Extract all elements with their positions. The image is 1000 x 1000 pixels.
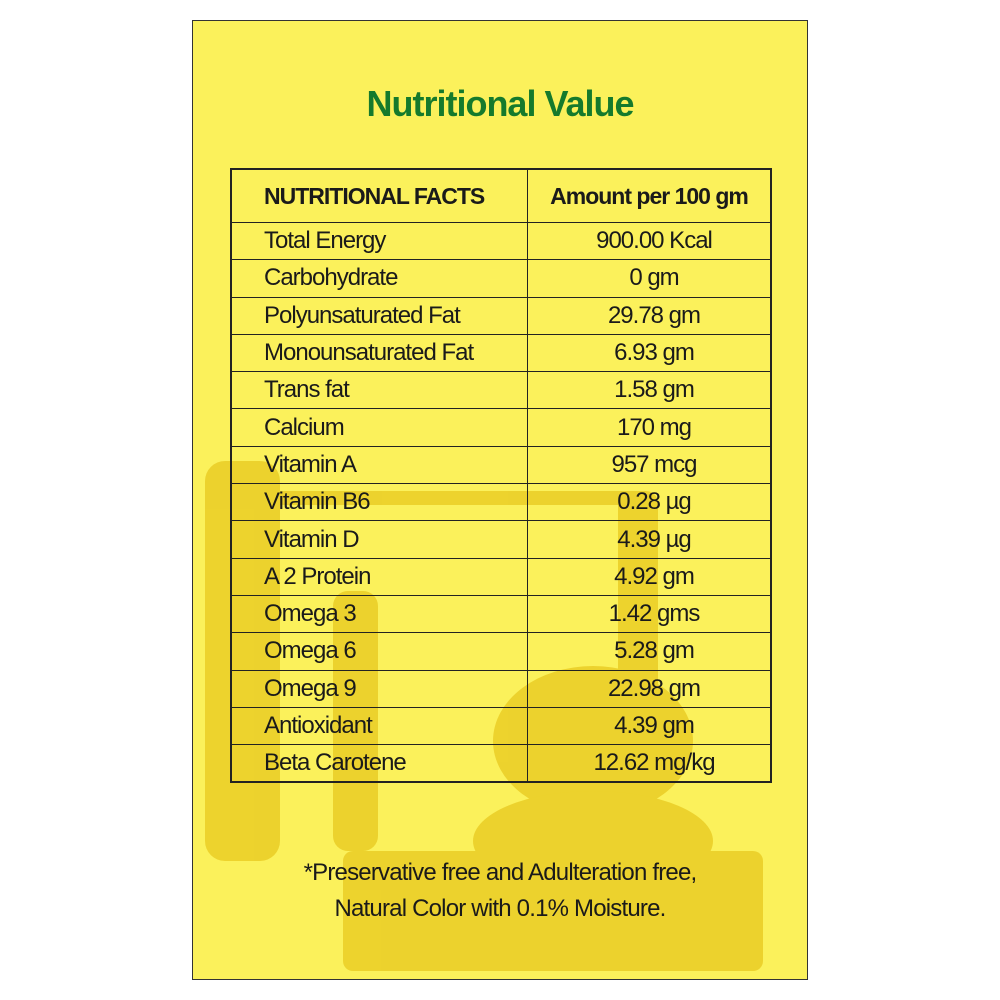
table-row: Omega 3 1.42 gms xyxy=(230,594,772,634)
nutrient-amount: 170 mg xyxy=(527,408,772,447)
column-header: Amount per 100 gm xyxy=(527,168,772,223)
nutrient-amount: 1.58 gm xyxy=(527,371,772,410)
nutrient-amount: 957 mcg xyxy=(527,445,772,485)
nutrient-name: Calcium xyxy=(230,408,528,447)
nutrient-name: Vitamin D xyxy=(230,520,528,559)
nutrient-name: Vitamin B6 xyxy=(230,483,528,522)
nutrient-amount: 12.62 mg/kg xyxy=(527,744,772,783)
footer: *Preservative free and Adulteration free… xyxy=(193,855,807,927)
footer-line: *Preservative free and Adulteration free… xyxy=(303,859,698,886)
table-row: Beta Carotene 12.62 mg/kg xyxy=(230,744,772,783)
column-header: NUTRITIONAL FACTS xyxy=(230,168,528,223)
table-row: Calcium 170 mg xyxy=(230,408,772,447)
nutrient-amount: 900.00 Kcal xyxy=(527,221,772,261)
nutrient-amount: 4.39 gm xyxy=(527,706,772,746)
header-row: NUTRITIONAL FACTS Amount per 100 gm xyxy=(230,168,772,223)
table-row: Polyunsaturated Fat 29.78 gm xyxy=(230,296,772,335)
title: Nutritional Value xyxy=(366,83,634,124)
nutrient-name: Vitamin A xyxy=(230,445,528,485)
table-row: A 2 Protein 4.92 gm xyxy=(230,557,772,596)
table-row: Carbohydrate 0 gm xyxy=(230,259,772,298)
nutrient-amount: 0 gm xyxy=(527,259,772,298)
nutrient-name: Polyunsaturated Fat xyxy=(230,296,528,335)
nutrient-amount: 0.28 µg xyxy=(527,483,772,522)
nutrient-name: Omega 3 xyxy=(230,594,528,634)
nutrient-name: Total Energy xyxy=(230,221,528,261)
nutrient-name: Antioxidant xyxy=(230,706,528,746)
nutrient-amount: 6.93 gm xyxy=(527,333,772,373)
table-row: Omega 6 5.28 gm xyxy=(230,632,772,671)
table-row: Monounsaturated Fat 6.93 gm xyxy=(230,333,772,373)
nutrient-amount: 22.98 gm xyxy=(527,669,772,708)
nutrient-amount: 1.42 gms xyxy=(527,594,772,634)
nutrient-name: Carbohydrate xyxy=(230,259,528,298)
nutrient-amount: 29.78 gm xyxy=(527,296,772,335)
nutrient-name: Beta Carotene xyxy=(230,744,528,783)
nutrient-name: Omega 6 xyxy=(230,632,528,671)
table-row: Vitamin D 4.39 µg xyxy=(230,520,772,559)
label-panel: Nutritional Value NUTRITIONAL FACTS Amou… xyxy=(192,20,808,980)
table-row: Omega 9 22.98 gm xyxy=(230,669,772,708)
nutrient-name: Trans fat xyxy=(230,371,528,410)
nutrient-amount: 4.39 µg xyxy=(527,520,772,559)
table-row: Total Energy 900.00 Kcal xyxy=(230,221,772,261)
table-row: Trans fat 1.58 gm xyxy=(230,371,772,410)
nutrient-amount: 5.28 gm xyxy=(527,632,772,671)
nutrient-name: A 2 Protein xyxy=(230,557,528,596)
nutrient-name: Omega 9 xyxy=(230,669,528,708)
table-row: Vitamin A 957 mcg xyxy=(230,445,772,485)
table-row: Vitamin B6 0.28 µg xyxy=(230,483,772,522)
footer-line: Natural Color with 0.1% Moisture. xyxy=(334,895,666,922)
table-row: Antioxidant 4.39 gm xyxy=(230,706,772,746)
nutrition-table: NUTRITIONAL FACTS Amount per 100 gm Tota… xyxy=(230,168,772,784)
nutrient-amount: 4.92 gm xyxy=(527,557,772,596)
nutrient-name: Monounsaturated Fat xyxy=(230,333,528,373)
